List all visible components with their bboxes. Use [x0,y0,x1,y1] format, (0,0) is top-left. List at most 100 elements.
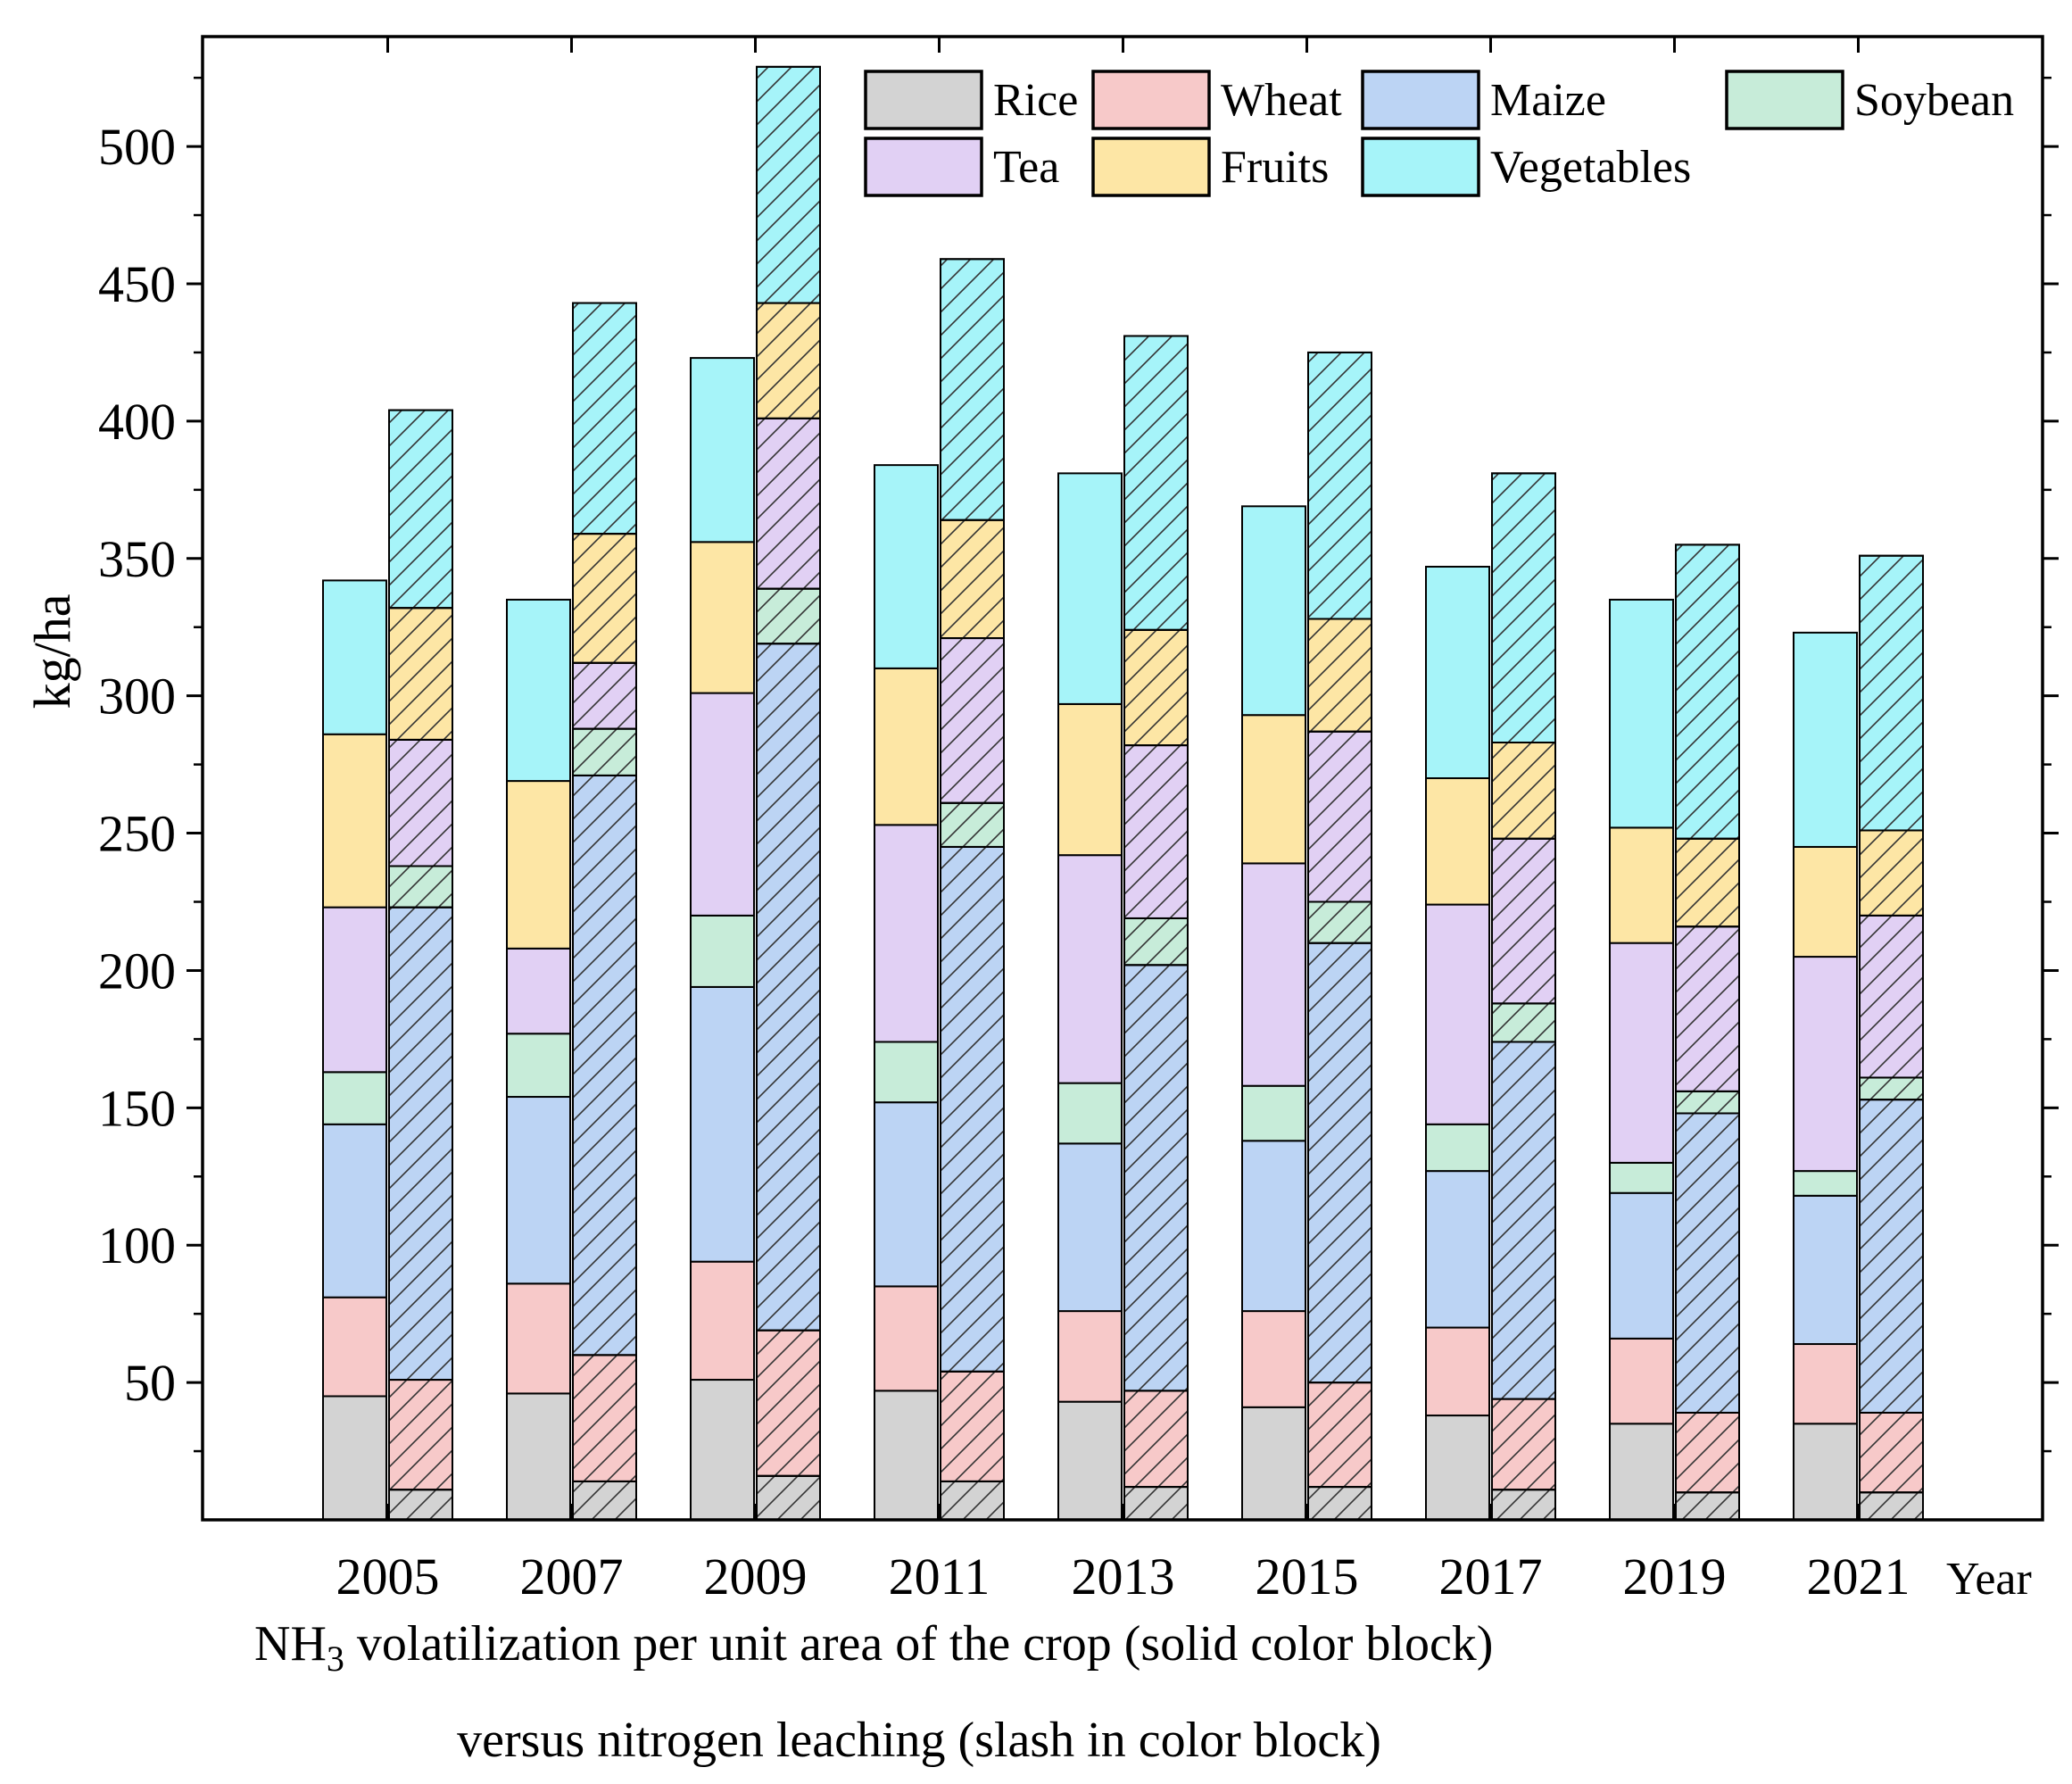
bar-hatch-overlay-soybean-2013 [1123,917,1189,967]
bar-hatch-overlay-soybean-2009 [756,587,821,645]
bar-hatch-overlay-rice-2009 [756,1474,821,1522]
bar-hatch-overlay-fruits-2005 [388,607,453,741]
bar-hatch-overlay-tea-2011 [940,637,1005,804]
bar-solid-tea-2015 [1241,862,1306,1087]
x-tick-label-2021: 2021 [1807,1548,1910,1606]
bar-solid-maize-2005 [322,1123,387,1299]
bar-hatch-overlay-fruits-2007 [572,533,637,664]
bar-hatch-overlay-fruits-2019 [1675,837,1740,928]
bar-hatch-overlay-soybean-2021 [1859,1076,1924,1101]
bar-hatch-overlay-wheat-2021 [1859,1411,1924,1494]
bar-solid-soybean-2015 [1241,1084,1306,1142]
bar-hatch-overlay-soybean-2019 [1675,1090,1740,1115]
bar-hatch-overlay-vegetables-2015 [1307,351,1372,620]
bar-solid-rice-2017 [1425,1415,1490,1521]
bar-solid-rice-2011 [874,1390,939,1522]
y-tick-label-450: 450 [98,255,176,313]
caption-line-2: versus nitrogen leaching (slash in color… [457,1713,1381,1768]
legend-swatch-wheat [1091,70,1211,130]
bar-hatch-overlay-vegetables-2009 [756,65,821,304]
bar-solid-vegetables-2007 [506,598,571,783]
bar-hatch-overlay-tea-2007 [572,661,637,730]
bar-hatch-overlay-fruits-2011 [940,519,1005,640]
bar-hatch-overlay-wheat-2017 [1491,1398,1556,1491]
y-tick-label-150: 150 [98,1079,176,1137]
bar-hatch-overlay-wheat-2019 [1675,1411,1740,1494]
bar-hatch-overlay-rice-2013 [1123,1486,1189,1521]
y-tick-label-50: 50 [124,1354,176,1412]
bar-solid-wheat-2017 [1425,1326,1490,1417]
bar-hatch-overlay-vegetables-2013 [1123,335,1189,631]
bar-hatch-overlay-tea-2015 [1307,730,1372,903]
bar-hatch-overlay-tea-2019 [1675,925,1740,1092]
bar-solid-wheat-2009 [690,1260,755,1382]
bar-hatch-overlay-fruits-2013 [1123,628,1189,747]
bar-hatch-overlay-tea-2021 [1859,914,1924,1079]
bar-hatch-overlay-vegetables-2007 [572,302,637,535]
bar-hatch-overlay-fruits-2015 [1307,618,1372,733]
bar-hatch-overlay-tea-2017 [1491,837,1556,1005]
bar-solid-soybean-2013 [1057,1082,1123,1145]
bar-solid-vegetables-2009 [690,357,755,543]
bar-hatch-overlay-wheat-2011 [940,1370,1005,1482]
bar-solid-wheat-2005 [322,1296,387,1398]
bar-solid-soybean-2021 [1793,1170,1858,1197]
bar-solid-maize-2009 [690,985,755,1263]
bar-solid-soybean-2019 [1609,1161,1674,1194]
bar-solid-soybean-2009 [690,914,755,988]
bar-solid-vegetables-2017 [1425,566,1490,779]
bar-solid-rice-2021 [1793,1423,1858,1522]
bar-solid-wheat-2021 [1793,1343,1858,1425]
y-tick-label-250: 250 [98,805,176,863]
legend-label-tea: Tea [993,142,1059,193]
x-tick-label-2019: 2019 [1623,1548,1727,1606]
bar-hatch-overlay-vegetables-2019 [1675,543,1740,840]
bar-solid-vegetables-2015 [1241,505,1306,717]
bar-hatch-overlay-fruits-2017 [1491,741,1556,840]
x-axis-unit-label: Year [1946,1554,2032,1605]
legend: Rice Wheat Maize Soybean Tea Fruits Vegetables [864,70,2014,197]
bar-solid-vegetables-2019 [1609,598,1674,829]
bar-hatch-overlay-rice-2017 [1491,1489,1556,1521]
bar-solid-wheat-2019 [1609,1337,1674,1425]
legend-swatch-maize [1361,70,1480,130]
bar-solid-tea-2021 [1793,956,1858,1173]
bar-solid-tea-2009 [690,692,755,917]
bar-solid-fruits-2005 [322,733,387,909]
bar-hatch-overlay-maize-2013 [1123,964,1189,1392]
bar-hatch-overlay-tea-2013 [1123,744,1189,919]
bar-solid-wheat-2015 [1241,1310,1306,1408]
bar-solid-fruits-2021 [1793,845,1858,958]
bar-solid-tea-2017 [1425,903,1490,1125]
bar-solid-maize-2007 [506,1096,571,1285]
bar-solid-maize-2021 [1793,1194,1858,1346]
bar-hatch-overlay-vegetables-2021 [1859,554,1924,832]
bar-solid-wheat-2007 [506,1282,571,1395]
y-tick-label-300: 300 [98,668,176,726]
bar-solid-rice-2019 [1609,1423,1674,1522]
bar-solid-tea-2013 [1057,854,1123,1084]
legend-label-fruits: Fruits [1221,142,1329,193]
bar-hatch-overlay-maize-2017 [1491,1041,1556,1400]
bar-solid-maize-2013 [1057,1142,1123,1313]
y-tick-label-350: 350 [98,530,176,588]
bar-solid-fruits-2011 [874,667,939,826]
bar-hatch-overlay-soybean-2015 [1307,900,1372,944]
caption-line-1-rest: volatilization per unit area of the crop… [344,1616,1494,1672]
bar-solid-fruits-2013 [1057,702,1123,857]
bar-solid-vegetables-2021 [1793,631,1858,848]
bar-hatch-overlay-vegetables-2017 [1491,472,1556,743]
bar-solid-vegetables-2005 [322,579,387,735]
y-tick-label-500: 500 [98,118,176,176]
axis-ticks: 2005 2007 2009 2011 2013 2015 2017 2019 2021 50 10… [98,37,2059,1606]
bar-hatch-overlay-vegetables-2005 [388,409,453,610]
y-tick-label-200: 200 [98,942,176,1000]
legend-swatch-rice [864,70,983,130]
bar-hatch-overlay-tea-2005 [388,738,453,867]
bar-hatch-overlay-wheat-2005 [388,1379,453,1491]
bar-hatch-overlay-soybean-2011 [940,801,1005,848]
bar-solid-fruits-2007 [506,780,571,950]
x-tick-label-2017: 2017 [1439,1548,1543,1606]
bar-hatch-overlay-maize-2015 [1307,942,1372,1384]
